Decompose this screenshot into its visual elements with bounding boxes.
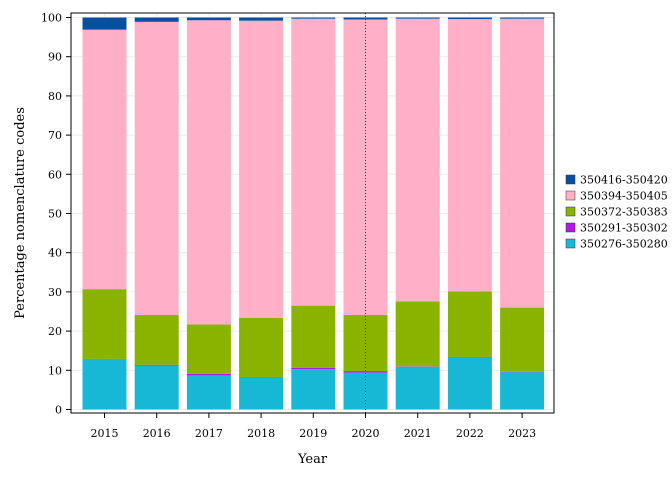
y-axis-label: Percentage nomenclature codes [13, 107, 28, 319]
bar-segment [447, 291, 492, 357]
y-tick-label: 40 [48, 247, 62, 260]
y-axis: 0 10 20 30 40 50 60 70 80 90 100 [41, 12, 71, 417]
legend-label: 350276-350280 [580, 238, 668, 251]
x-tick-label: 2020 [352, 427, 380, 440]
bar-segment [500, 18, 545, 308]
y-tick-label: 50 [48, 208, 62, 221]
legend-swatch [565, 222, 576, 233]
legend-swatch [565, 174, 576, 185]
x-tick-label: 2022 [456, 427, 484, 440]
x-tick-label: 2016 [143, 427, 171, 440]
y-tick-label: 0 [55, 404, 62, 417]
bar-segment [447, 17, 492, 20]
x-tick-label: 2019 [299, 427, 327, 440]
y-tick-label: 20 [48, 325, 62, 338]
bar-segment [186, 324, 231, 374]
bar-segment [500, 307, 545, 372]
legend-label: 350291-350302 [580, 222, 668, 235]
bar-segment [447, 19, 492, 292]
y-tick-label: 70 [48, 129, 62, 142]
x-tick-label: 2017 [195, 427, 223, 440]
bar-segment [447, 357, 492, 410]
x-tick-label: 2023 [508, 427, 536, 440]
legend-label: 350416-350420 [580, 174, 668, 187]
bar-segment [134, 365, 179, 410]
bar-segment [291, 17, 336, 19]
x-tick-label: 2021 [404, 427, 432, 440]
x-tick-label: 2015 [91, 427, 119, 440]
x-axis: 2015 2016 2017 2018 2019 2020 2021 2022 2023 [91, 413, 536, 440]
y-tick-label: 100 [41, 12, 62, 25]
legend: 350416-350420 350394-350405 350372-350383 3… [565, 174, 668, 251]
bar-segment [239, 317, 284, 377]
legend-swatch [565, 206, 576, 217]
bar-segment [134, 364, 179, 366]
legend-swatch [565, 190, 576, 201]
bar-segment [291, 18, 336, 306]
bar-segment [186, 375, 231, 410]
bar-segment [395, 301, 440, 367]
y-tick-label: 10 [48, 364, 62, 377]
bar-segment [134, 17, 179, 22]
bar-segment [239, 377, 284, 410]
bar-segment [186, 20, 231, 325]
bar-segment [343, 17, 388, 20]
bar-segment [82, 29, 127, 290]
bar-segment [186, 17, 231, 21]
y-tick-label: 90 [48, 51, 62, 64]
bar-segment [239, 17, 284, 21]
legend-label: 350394-350405 [580, 190, 668, 203]
bar-segment [343, 371, 388, 373]
bar-segment [291, 367, 336, 370]
bar-segment [395, 17, 440, 19]
bar-segment [395, 366, 440, 410]
bar-segment [500, 17, 545, 19]
bar-segment [343, 19, 388, 316]
y-tick-label: 30 [48, 286, 62, 299]
bar-segment [82, 359, 127, 410]
bars [82, 17, 545, 410]
legend-label: 350372-350383 [580, 206, 668, 219]
bar-segment [500, 372, 545, 410]
bar-segment [134, 21, 179, 316]
bar-segment [134, 315, 179, 365]
x-axis-label: Year [297, 452, 328, 467]
bar-segment [186, 373, 231, 376]
legend-swatch [565, 238, 576, 249]
bar-segment [291, 305, 336, 368]
bar-segment [291, 369, 336, 410]
y-tick-label: 60 [48, 168, 62, 181]
bar-segment [82, 289, 127, 359]
x-tick-label: 2018 [247, 427, 275, 440]
bar-segment [395, 18, 440, 302]
bar-segment [239, 20, 284, 318]
y-tick-label: 80 [48, 90, 62, 103]
bar-segment [82, 17, 127, 30]
